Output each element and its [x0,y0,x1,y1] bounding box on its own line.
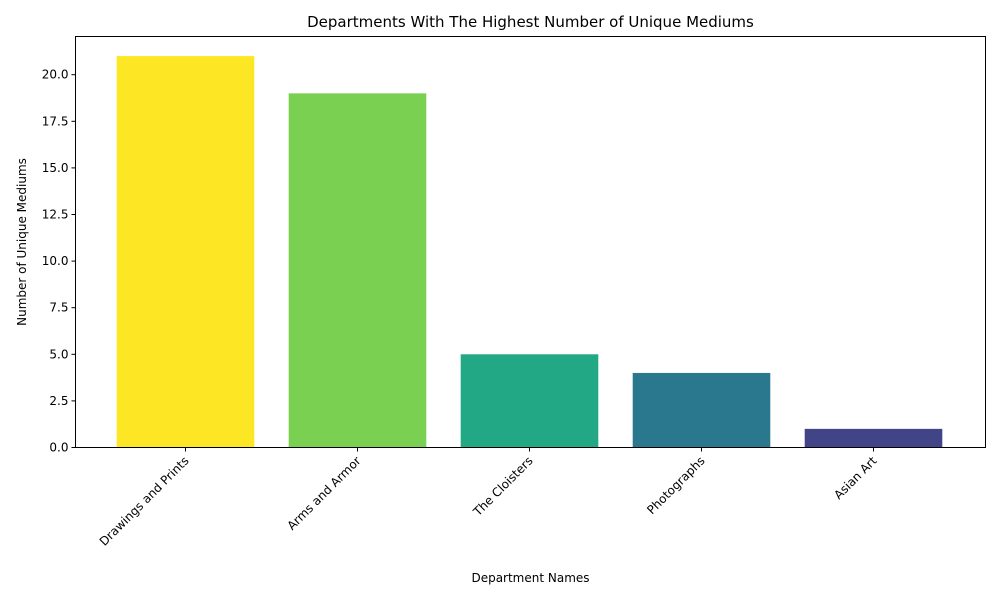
bars-group [116,56,943,448]
y-tick-label: 2.5 [49,394,68,408]
bar-arms-and-armor [288,93,427,448]
x-tick-label: Arms and Armor [284,454,363,533]
y-tick-label: 5.0 [49,347,68,361]
x-axis: Drawings and Prints Arms and Armor The Clo… [97,447,880,549]
bar-asian-art [804,428,943,448]
y-axis-label: Number of Unique Mediums [15,158,29,326]
y-tick-label: 17.5 [42,114,69,128]
x-axis-label: Department Names [471,571,589,585]
bar-drawings-and-prints [116,56,255,448]
bar-photographs [632,372,771,448]
y-axis: 0.0 2.5 5.0 7.5 10.0 12.5 15.0 17.5 20.0 [42,68,76,455]
y-tick-label: 20.0 [42,68,69,82]
y-tick-label: 7.5 [49,301,68,315]
chart-title: Departments With The Highest Number of U… [307,13,754,31]
y-tick-label: 0.0 [49,441,68,455]
x-tick-label: Asian Art [831,454,880,503]
x-tick-label: Photographs [644,454,707,517]
plot-frame [75,36,986,448]
y-tick-label: 10.0 [42,254,69,268]
x-tick-label: Drawings and Prints [97,454,192,549]
x-tick-label: The Cloisters [470,454,536,520]
bar-the-cloisters [460,354,599,448]
y-tick-label: 12.5 [42,208,69,222]
y-tick-label: 15.0 [42,161,69,175]
